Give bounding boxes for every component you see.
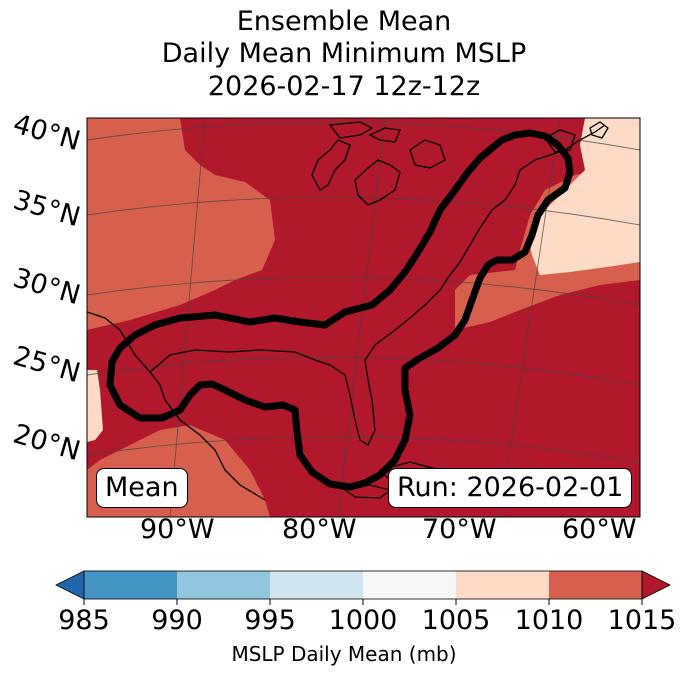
lon-label-70w: 70°W bbox=[422, 514, 497, 545]
title-line-2: Daily Mean Minimum MSLP bbox=[161, 38, 527, 69]
title-line-1: Ensemble Mean bbox=[236, 6, 452, 37]
colorbar bbox=[55, 570, 671, 605]
colorbar-tick-1010: 1010 bbox=[514, 605, 584, 636]
colorbar-segment-985-990 bbox=[84, 571, 177, 599]
colorbar-segment-990-995 bbox=[177, 571, 270, 599]
colorbar-segment-1010-1015 bbox=[549, 571, 642, 599]
pressure-fill-1005-1010 bbox=[528, 118, 640, 275]
colorbar-segment-995-1000 bbox=[270, 571, 363, 599]
pressure-fill-1005-1010-west bbox=[87, 370, 103, 442]
colorbar-tick-1015: 1015 bbox=[607, 605, 677, 636]
title-line-3: 2026-02-17 12z-12z bbox=[207, 71, 481, 102]
colorbar-tick-1000: 1000 bbox=[328, 605, 398, 636]
lon-label-80w: 80°W bbox=[282, 514, 357, 545]
lon-label-90w: 90°W bbox=[140, 514, 215, 545]
map-frame bbox=[86, 117, 641, 518]
lon-label-60w: 60°W bbox=[562, 514, 637, 545]
colorbar-segment-1005-1010 bbox=[456, 571, 549, 599]
colorbar-tick-985: 985 bbox=[58, 605, 110, 636]
colorbar-tick-1005: 1005 bbox=[421, 605, 491, 636]
colorbar-extend-low bbox=[55, 570, 85, 600]
mean-badge: Mean bbox=[96, 468, 188, 508]
graticule bbox=[87, 118, 640, 517]
colorbar-segment-1000-1005 bbox=[363, 571, 456, 599]
colorbar-tick-995: 995 bbox=[244, 605, 296, 636]
pressure-fill-1015-plus bbox=[87, 118, 640, 517]
min-pressure-contour bbox=[106, 129, 574, 491]
run-date-badge: Run: 2026-02-01 bbox=[388, 468, 633, 508]
colorbar-label: MSLP Daily Mean (mb) bbox=[231, 642, 457, 666]
colorbar-tick-990: 990 bbox=[151, 605, 203, 636]
colorbar-extend-high bbox=[641, 570, 671, 600]
